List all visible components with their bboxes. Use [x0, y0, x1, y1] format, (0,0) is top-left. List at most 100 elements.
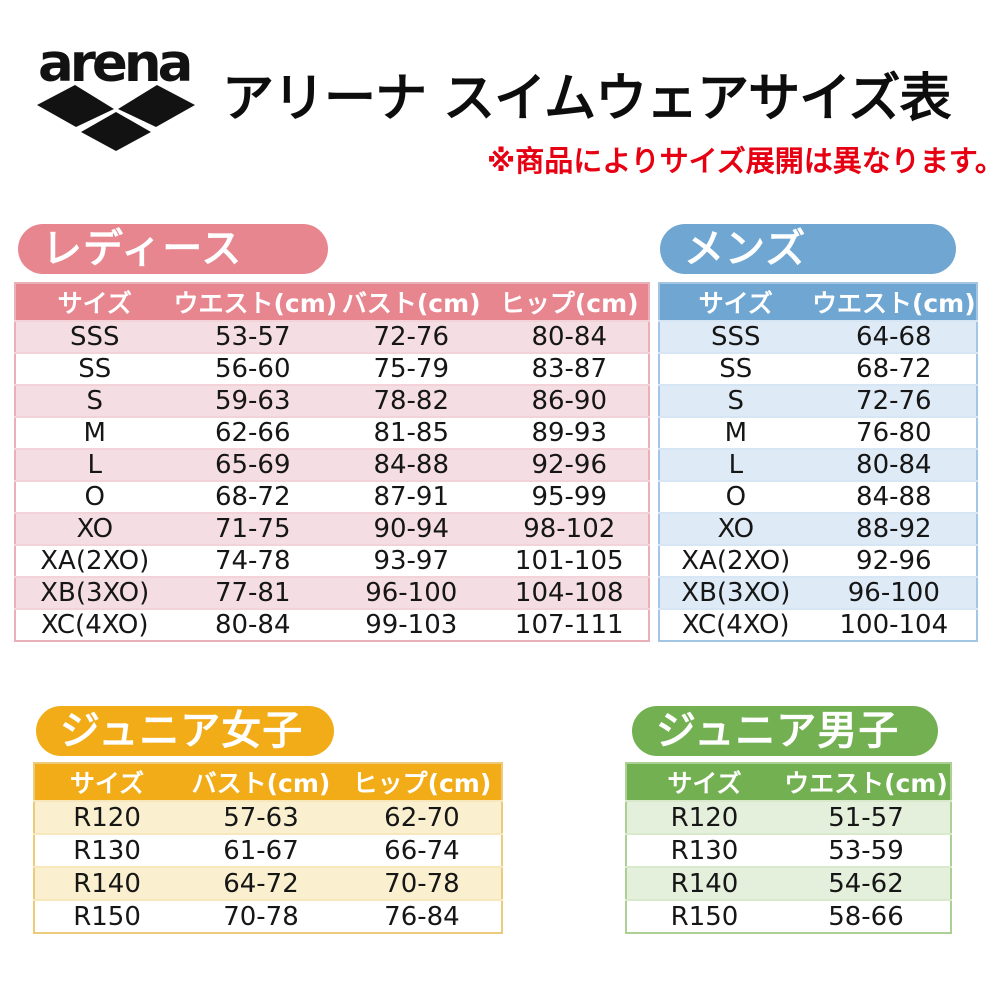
measurement-cell: 86-90 [490, 384, 649, 417]
ladies-section-title: レディース [42, 226, 243, 272]
column-header: ヒップ(cm) [352, 769, 492, 798]
table-row: SSS 53-57 72-76 80-84 [15, 320, 649, 353]
table-row: R120 57-63 62-70 [34, 800, 502, 834]
ladies-section-badge: レディース [18, 224, 328, 274]
size-cell: R120 [626, 800, 782, 834]
measurement-cell: 89-93 [490, 416, 649, 449]
measurement-cell: 51-57 [782, 800, 951, 834]
table-row: R120 51-57 [626, 800, 951, 834]
size-cell: SSS [659, 320, 812, 353]
column-header: ヒップ(cm) [499, 289, 639, 318]
measurement-cell: 53-59 [782, 833, 951, 867]
size-cell: R130 [34, 833, 180, 867]
table-row: R140 64-72 70-78 [34, 866, 502, 900]
table-row: XC(4XO) 100-104 [659, 608, 977, 641]
size-cell: O [15, 480, 174, 513]
size-cell: R120 [34, 800, 180, 834]
measurement-cell: 58-66 [782, 899, 951, 933]
measurement-cell: 96-100 [811, 576, 977, 609]
measurement-cell: 68-72 [173, 480, 332, 513]
table-row: M 62-66 81-85 89-93 [15, 416, 649, 449]
size-cell: XA(2XO) [659, 544, 812, 577]
measurement-cell: 76-80 [811, 416, 977, 449]
size-cell: R140 [34, 866, 180, 900]
measurement-cell: 99-103 [332, 608, 491, 641]
page-title: アリーナ スイムウェアサイズ表 [222, 69, 952, 129]
size-cell: S [15, 384, 174, 417]
measurement-cell: 64-68 [811, 320, 977, 353]
measurement-cell: 81-85 [332, 416, 491, 449]
size-cell: SS [15, 352, 174, 385]
size-cell: L [659, 448, 812, 481]
measurement-cell: 107-111 [490, 608, 649, 641]
table-row: SSS 64-68 [659, 320, 977, 353]
measurement-cell: 53-57 [173, 320, 332, 353]
table-header-row: サイズ ウエスト(cm) [626, 763, 951, 801]
measurement-cell: 74-78 [173, 544, 332, 577]
measurement-cell: 90-94 [332, 512, 491, 545]
column-header: ウエスト(cm) [784, 769, 948, 798]
measurement-cell: 80-84 [811, 448, 977, 481]
table-row: L 80-84 [659, 448, 977, 481]
column-header: サイズ [69, 769, 145, 798]
measurement-cell: 100-104 [811, 608, 977, 641]
measurement-cell: 62-66 [173, 416, 332, 449]
mens-section-title: メンズ [684, 226, 807, 272]
measurement-cell: 80-84 [490, 320, 649, 353]
measurement-cell: 104-108 [490, 576, 649, 609]
measurement-cell: 87-91 [332, 480, 491, 513]
junior-girls-size-table: サイズ バスト(cm) ヒップ(cm) R120 57-63 62-70 R130 61-67… [33, 762, 503, 934]
table-row: O 68-72 87-91 95-99 [15, 480, 649, 513]
size-cell: XO [659, 512, 812, 545]
table-header-row: サイズ ウエスト(cm) [659, 283, 977, 321]
size-cell: SSS [15, 320, 174, 353]
measurement-cell: 80-84 [173, 608, 332, 641]
measurement-cell: 65-69 [173, 448, 332, 481]
measurement-cell: 72-76 [332, 320, 491, 353]
column-header: バスト(cm) [341, 289, 481, 318]
junior-girls-section-title: ジュニア女子 [60, 708, 304, 754]
measurement-cell: 54-62 [782, 866, 951, 900]
table-row: XA(2XO) 74-78 93-97 101-105 [15, 544, 649, 577]
measurement-cell: 75-79 [332, 352, 491, 385]
table-row: XO 71-75 90-94 98-102 [15, 512, 649, 545]
size-cell: XA(2XO) [15, 544, 174, 577]
measurement-cell: 92-96 [811, 544, 977, 577]
measurement-cell: 92-96 [490, 448, 649, 481]
size-cell: XC(4XO) [15, 608, 174, 641]
table-row: R150 58-66 [626, 899, 951, 933]
table-row: M 76-80 [659, 416, 977, 449]
table-row: R140 54-62 [626, 866, 951, 900]
table-row: XC(4XO) 80-84 99-103 107-111 [15, 608, 649, 641]
size-cell: XB(3XO) [659, 576, 812, 609]
measurement-cell: 101-105 [490, 544, 649, 577]
measurement-cell: 70-78 [342, 866, 502, 900]
measurement-cell: 84-88 [811, 480, 977, 513]
table-row: XA(2XO) 92-96 [659, 544, 977, 577]
measurement-cell: 98-102 [490, 512, 649, 545]
size-cell: O [659, 480, 812, 513]
mens-size-table: サイズ ウエスト(cm) SSS 64-68 SS 68-72 S 72-76 M 76-80 L 8… [658, 282, 978, 642]
size-cell: R150 [626, 899, 782, 933]
arena-logo: arena [37, 33, 195, 151]
measurement-cell: 62-70 [342, 800, 502, 834]
size-availability-note: ※商品によりサイズ展開は異なります。 [487, 144, 1000, 178]
size-cell: S [659, 384, 812, 417]
size-cell: L [15, 448, 174, 481]
column-header: ウエスト(cm) [173, 289, 338, 318]
size-cell: SS [659, 352, 812, 385]
measurement-cell: 57-63 [179, 800, 343, 834]
table-row: XO 88-92 [659, 512, 977, 545]
measurement-cell: 64-72 [179, 866, 343, 900]
junior-boys-section-badge: ジュニア男子 [632, 706, 938, 756]
ladies-size-table: サイズ ウエスト(cm) バスト(cm) ヒップ(cm) SSS 53-57 72-76 80… [14, 282, 650, 642]
table-row: S 59-63 78-82 86-90 [15, 384, 649, 417]
table-row: XB(3XO) 77-81 96-100 104-108 [15, 576, 649, 609]
measurement-cell: 88-92 [811, 512, 977, 545]
table-row: R130 61-67 66-74 [34, 833, 502, 867]
column-header: サイズ [698, 289, 773, 318]
table-header-row: サイズ ウエスト(cm) バスト(cm) ヒップ(cm) [15, 283, 649, 321]
size-cell: M [659, 416, 812, 449]
arena-logo-diamonds [37, 85, 195, 151]
size-cell: R130 [626, 833, 782, 867]
